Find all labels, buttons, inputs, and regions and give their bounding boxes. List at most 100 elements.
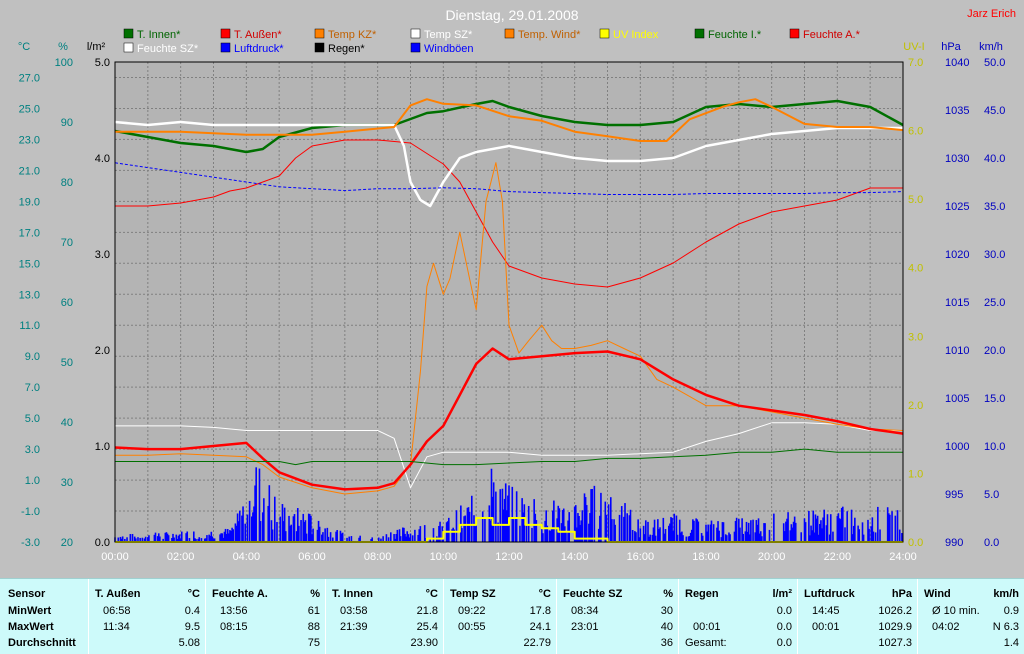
tick-x: 06:00 [298, 551, 326, 563]
tick-humidity: 50 [61, 357, 73, 369]
legend-swatch [314, 28, 325, 39]
row-label-min: MinWert [8, 605, 52, 617]
legend-label: Regen* [328, 43, 365, 55]
stats-sensor-name: Wind [924, 588, 951, 600]
legend-label: Feuchte A.* [803, 29, 861, 41]
stats-max-value: 0.0 [776, 621, 792, 633]
tick-x: 08:00 [364, 551, 392, 563]
tick-temp: 7.0 [25, 382, 40, 394]
stats-max-value: 25.4 [416, 621, 438, 633]
tick-pressure: 990 [945, 537, 963, 549]
tick-temp: 21.0 [19, 165, 40, 177]
stats-max-value: 88 [307, 621, 320, 633]
stats-max-value: 40 [660, 621, 673, 633]
tick-humidity: 90 [61, 117, 73, 129]
stats-avg-value: 75 [307, 637, 320, 649]
stats-unit: l/m² [772, 588, 792, 600]
tick-temp: -1.0 [21, 506, 40, 518]
series-line-uv [115, 517, 903, 543]
tick-pressure: 1030 [945, 153, 969, 165]
tick-wind: 15.0 [984, 393, 1005, 405]
tick-x: 04:00 [233, 551, 261, 563]
tick-temp: 15.0 [19, 258, 40, 270]
series-line-temp_out [114, 347, 904, 491]
stats-column: T. Außen °C 06:58 0.4 11:34 9.5 5.08 [88, 579, 206, 654]
tick-rain: 1.0 [95, 441, 110, 453]
series-line-humidity_out [115, 139, 903, 288]
tick-wind: 30.0 [984, 249, 1005, 261]
tick-pressure: 1000 [945, 441, 969, 453]
tick-temp: 27.0 [19, 72, 40, 84]
tick-uv: 1.0 [908, 468, 923, 480]
stats-max-time: 08:15 [220, 621, 248, 633]
legend-swatch [789, 28, 800, 39]
legend-swatch [410, 42, 421, 53]
chart-title: Dienstag, 29.01.2008 [445, 7, 578, 23]
legend-label: UV Index [613, 29, 659, 41]
tick-wind: 35.0 [984, 201, 1005, 213]
stats-column: Feuchte A.% 13:56 61 08:15 88 75 [205, 579, 326, 654]
tick-rain: 3.0 [95, 249, 110, 261]
axis-unit-temp_c: °C [18, 41, 30, 53]
stats-avg-value: 36 [660, 637, 673, 649]
stats-min-time: 14:45 [812, 605, 840, 617]
stats-avg-value: 0.0 [776, 637, 792, 649]
stats-sensor-name: Regen [685, 588, 719, 600]
stats-unit: % [663, 588, 673, 600]
tick-x: 10:00 [430, 551, 458, 563]
tick-wind: 40.0 [984, 153, 1005, 165]
legend-label: Temp KZ* [328, 29, 377, 41]
stats-min-value: 61 [307, 605, 320, 617]
stats-avg-value: 5.08 [178, 637, 200, 649]
tick-uv: 0.0 [908, 537, 923, 549]
tick-x: 24:00 [889, 551, 917, 563]
stats-sensor-name: T. Innen [332, 588, 373, 600]
stats-min-value: 21.8 [416, 605, 438, 617]
tick-temp: 9.0 [25, 351, 40, 363]
axis-unit-uv: UV-I [903, 41, 924, 53]
stats-avg-value: 1.4 [1003, 637, 1019, 649]
legend-swatch [694, 28, 705, 39]
tick-x: 00:00 [101, 551, 129, 563]
tick-pressure: 1010 [945, 345, 969, 357]
stats-table: Sensor MinWert MaxWert Durchschnitt T. A… [0, 578, 1024, 654]
tick-wind: 50.0 [984, 57, 1005, 69]
tick-x: 16:00 [627, 551, 655, 563]
tick-temp: 1.0 [25, 475, 40, 487]
stats-min-time: 03:58 [340, 605, 368, 617]
tick-temp: -3.0 [21, 537, 40, 549]
stats-sensor-name: T. Außen [95, 588, 141, 600]
tick-rain: 4.0 [95, 153, 110, 165]
stats-min-value: 1026.2 [878, 605, 912, 617]
tick-uv: 7.0 [908, 57, 923, 69]
stats-max-time: 00:55 [458, 621, 486, 633]
series-line-humidity_in [114, 99, 904, 154]
stats-min-time: 09:22 [458, 605, 486, 617]
tick-x: 02:00 [167, 551, 195, 563]
tick-humidity: 80 [61, 177, 73, 189]
stats-column: Luftdruck hPa 14:45 1026.2 00:01 1029.9 1027.3 [797, 579, 918, 654]
stats-min-time: 06:58 [103, 605, 131, 617]
series-line-temp_sz [115, 422, 903, 489]
axis-unit-rain_lm2: l/m² [87, 41, 106, 53]
series-line-pressure [114, 162, 904, 195]
tick-humidity: 30 [61, 477, 73, 489]
tick-pressure: 1040 [945, 57, 969, 69]
legend-label: Luftdruck* [234, 43, 284, 55]
stats-max-value: 1029.9 [878, 621, 912, 633]
stats-avg-label: Gesamt: [685, 637, 727, 649]
stats-min-value: 0.9 [1003, 605, 1019, 617]
legend-swatch [220, 42, 231, 53]
legend-swatch [123, 28, 134, 39]
legend-label: Windböen [424, 43, 474, 55]
legend-label: T. Innen* [137, 29, 181, 41]
tick-wind: 25.0 [984, 297, 1005, 309]
stats-sensor-name: Temp SZ [450, 588, 496, 600]
legend-swatch [410, 28, 421, 39]
tick-temp: 25.0 [19, 103, 40, 115]
tick-humidity: 40 [61, 417, 73, 429]
author-label: Jarz Erich [967, 8, 1016, 20]
stats-min-value: 17.8 [529, 605, 551, 617]
legend-label: Temp. Wind* [518, 29, 581, 41]
stats-unit: °C [187, 588, 200, 600]
